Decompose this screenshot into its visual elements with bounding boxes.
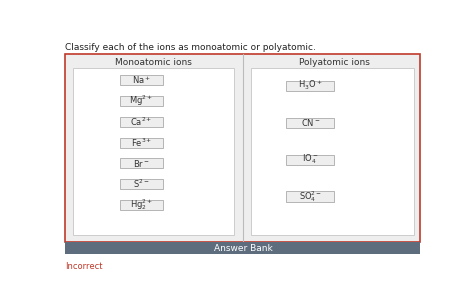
Text: SO$_4^{2-}$: SO$_4^{2-}$ bbox=[299, 189, 322, 204]
FancyBboxPatch shape bbox=[120, 179, 163, 189]
Text: H$_3$O$^+$: H$_3$O$^+$ bbox=[298, 79, 323, 92]
Text: IO$_4^-$: IO$_4^-$ bbox=[302, 153, 319, 166]
Text: Fe$^{3+}$: Fe$^{3+}$ bbox=[131, 136, 152, 149]
Text: Br$^-$: Br$^-$ bbox=[133, 158, 150, 169]
Text: Classify each of the ions as monoatomic or polyatomic.: Classify each of the ions as monoatomic … bbox=[65, 43, 316, 52]
Text: Polyatomic ions: Polyatomic ions bbox=[299, 58, 370, 67]
FancyBboxPatch shape bbox=[286, 155, 334, 165]
FancyBboxPatch shape bbox=[286, 118, 334, 128]
FancyBboxPatch shape bbox=[65, 242, 420, 254]
FancyBboxPatch shape bbox=[120, 138, 163, 147]
Text: Ca$^{2+}$: Ca$^{2+}$ bbox=[130, 116, 153, 128]
FancyBboxPatch shape bbox=[73, 68, 234, 235]
FancyBboxPatch shape bbox=[286, 192, 334, 201]
FancyBboxPatch shape bbox=[251, 68, 414, 235]
Text: S$^{2-}$: S$^{2-}$ bbox=[133, 178, 150, 190]
Text: Monoatomic ions: Monoatomic ions bbox=[115, 58, 192, 67]
FancyBboxPatch shape bbox=[286, 80, 334, 91]
FancyBboxPatch shape bbox=[120, 159, 163, 168]
Text: Mg$^{2+}$: Mg$^{2+}$ bbox=[129, 94, 154, 108]
FancyBboxPatch shape bbox=[120, 200, 163, 210]
FancyBboxPatch shape bbox=[65, 54, 420, 242]
FancyBboxPatch shape bbox=[65, 254, 420, 268]
Text: Na$^+$: Na$^+$ bbox=[132, 74, 151, 86]
Text: Answer Bank: Answer Bank bbox=[214, 244, 272, 252]
Text: Hg$_2^{2+}$: Hg$_2^{2+}$ bbox=[130, 197, 153, 212]
Text: Incorrect: Incorrect bbox=[65, 262, 103, 271]
FancyBboxPatch shape bbox=[120, 75, 163, 85]
FancyBboxPatch shape bbox=[120, 96, 163, 106]
Text: CN$^-$: CN$^-$ bbox=[301, 117, 320, 128]
FancyBboxPatch shape bbox=[120, 117, 163, 127]
